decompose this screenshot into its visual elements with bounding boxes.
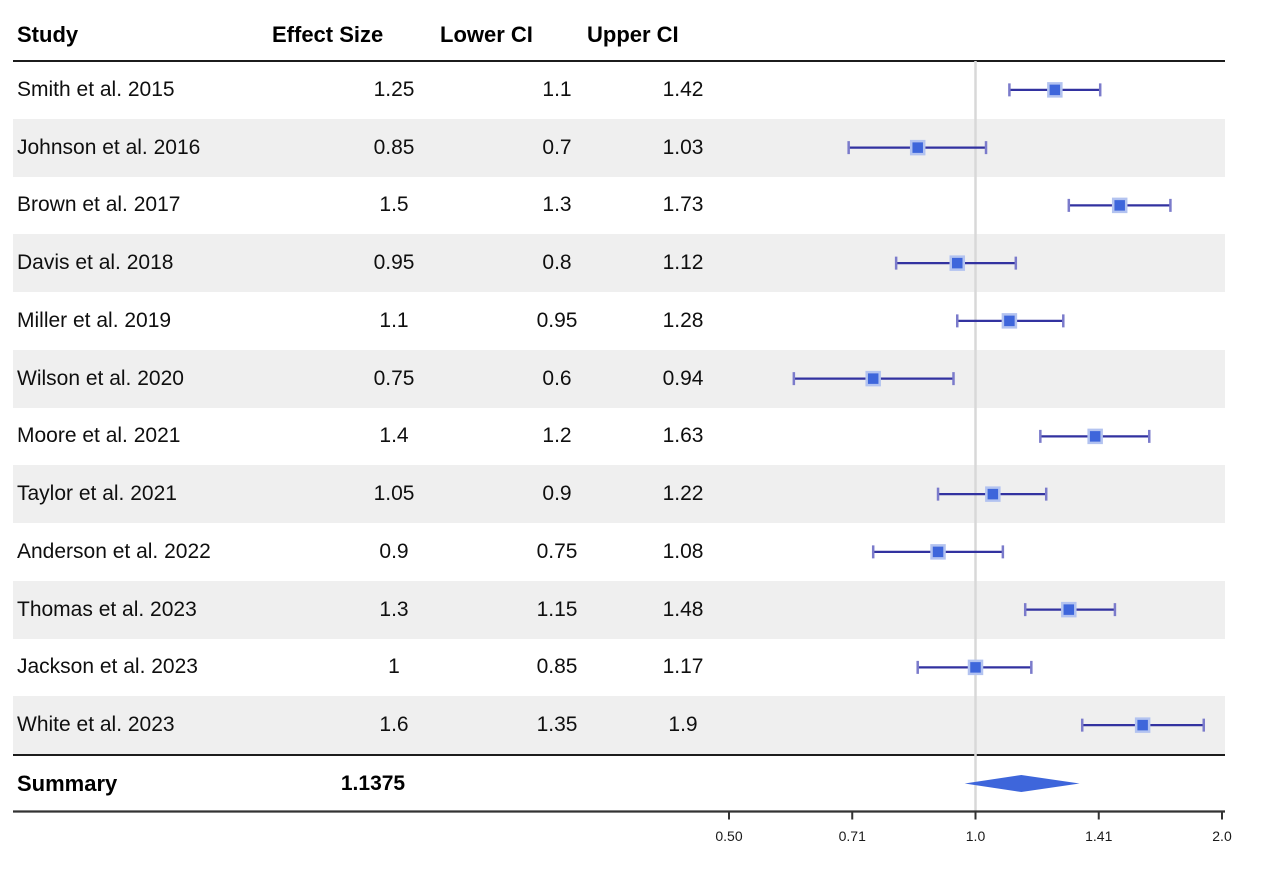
effect-size-value: 1.6 xyxy=(379,713,409,737)
upper-ci-value: 1.22 xyxy=(662,482,704,506)
lower-ci-value: 1.3 xyxy=(542,193,572,217)
header-divider xyxy=(13,59,1225,62)
effect-size-value: 0.95 xyxy=(373,251,415,275)
study-row: Thomas et al. 2023 1.3 1.15 1.48 xyxy=(13,580,1225,639)
study-name: Moore et al. 2021 xyxy=(17,424,181,448)
study-name: Anderson et al. 2022 xyxy=(17,539,211,563)
study-name: Jackson et al. 2023 xyxy=(17,655,198,679)
lower-ci-value: 0.8 xyxy=(542,251,572,275)
x-tick-label: 1.0 xyxy=(966,828,986,844)
effect-size-value: 1 xyxy=(388,655,400,679)
effect-size-value: 1.4 xyxy=(379,424,409,448)
study-row: Jackson et al. 2023 1 0.85 1.17 xyxy=(13,639,1225,697)
upper-ci-value: 1.03 xyxy=(662,135,704,159)
summary-divider xyxy=(13,753,1225,756)
x-tick-label: 0.71 xyxy=(839,828,866,844)
study-name: White et al. 2023 xyxy=(17,713,175,737)
effect-size-value: 0.85 xyxy=(373,135,415,159)
x-tick-label: 0.50 xyxy=(715,828,742,844)
effect-size-value: 1.3 xyxy=(379,597,409,621)
lower-ci-value: 0.9 xyxy=(542,482,572,506)
upper-ci-value: 0.94 xyxy=(662,366,704,390)
lower-ci-value: 0.75 xyxy=(536,539,578,563)
lower-ci-value: 1.35 xyxy=(536,713,578,737)
lower-ci-value: 1.2 xyxy=(542,424,572,448)
upper-ci-value: 1.28 xyxy=(662,308,704,332)
effect-size-value: 1.5 xyxy=(379,193,409,217)
study-name: Thomas et al. 2023 xyxy=(17,597,197,621)
lower-ci-value: 1.1 xyxy=(542,77,572,101)
study-name: Taylor et al. 2021 xyxy=(17,482,177,506)
study-name: Brown et al. 2017 xyxy=(17,193,181,217)
study-name: Smith et al. 2015 xyxy=(17,77,175,101)
column-header-effect-size: Effect Size xyxy=(272,22,384,47)
study-row: Moore et al. 2021 1.4 1.2 1.63 xyxy=(13,408,1225,466)
column-header-lower-ci: Lower CI xyxy=(440,22,533,47)
study-row: Brown et al. 2017 1.5 1.3 1.73 xyxy=(13,177,1225,235)
study-row: White et al. 2023 1.6 1.35 1.9 xyxy=(13,696,1225,754)
study-row: Johnson et al. 2016 0.85 0.7 1.03 xyxy=(13,118,1225,177)
lower-ci-value: 1.15 xyxy=(536,597,578,621)
effect-size-value: 1.25 xyxy=(373,77,415,101)
lower-ci-value: 0.6 xyxy=(542,366,572,390)
lower-ci-value: 0.7 xyxy=(542,135,572,159)
upper-ci-value: 1.9 xyxy=(668,713,698,737)
upper-ci-value: 1.48 xyxy=(662,597,704,621)
summary-row: Summary 1.1375 xyxy=(13,756,1225,811)
study-row: Wilson et al. 2020 0.75 0.6 0.94 xyxy=(13,349,1225,408)
effect-size-value: 0.9 xyxy=(379,539,409,563)
summary-label: Summary xyxy=(17,770,118,796)
lower-ci-value: 0.95 xyxy=(536,308,578,332)
effect-size-value: 1.1 xyxy=(379,308,409,332)
effect-size-value: 0.75 xyxy=(373,366,415,390)
study-name: Wilson et al. 2020 xyxy=(17,366,184,390)
x-tick-label: 1.41 xyxy=(1085,828,1112,844)
study-row: Davis et al. 2018 0.95 0.8 1.12 xyxy=(13,234,1225,292)
upper-ci-value: 1.63 xyxy=(662,424,704,448)
study-row: Taylor et al. 2021 1.05 0.9 1.22 xyxy=(13,465,1225,523)
study-name: Davis et al. 2018 xyxy=(17,251,174,275)
study-row: Anderson et al. 2022 0.9 0.75 1.08 xyxy=(13,523,1225,581)
effect-size-value: 1.05 xyxy=(373,482,415,506)
x-tick-label: 2.0 xyxy=(1212,828,1232,844)
study-name: Johnson et al. 2016 xyxy=(17,135,201,159)
column-header-study: Study xyxy=(17,22,79,47)
upper-ci-value: 1.73 xyxy=(662,193,704,217)
lower-ci-value: 0.85 xyxy=(536,655,578,679)
summary-effect-value: 1.1375 xyxy=(340,771,406,795)
study-row: Miller et al. 2019 1.1 0.95 1.28 xyxy=(13,292,1225,350)
column-header-upper-ci: Upper CI xyxy=(587,22,679,47)
study-name: Miller et al. 2019 xyxy=(17,308,172,332)
study-row: Smith et al. 2015 1.25 1.1 1.42 xyxy=(13,61,1225,119)
upper-ci-value: 1.12 xyxy=(662,251,704,275)
table-header: Study Effect Size Lower CI Upper CI xyxy=(0,10,1273,60)
upper-ci-value: 1.42 xyxy=(662,77,704,101)
upper-ci-value: 1.17 xyxy=(662,655,704,679)
upper-ci-value: 1.08 xyxy=(662,539,704,563)
